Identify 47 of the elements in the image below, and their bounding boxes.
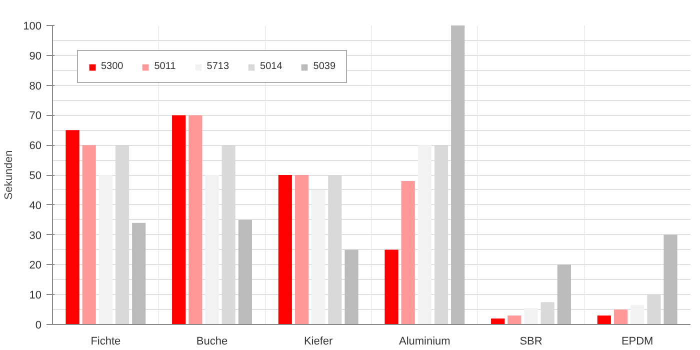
bar	[508, 316, 522, 324]
y-tick-label: 50	[29, 170, 42, 182]
y-tick-label: 70	[29, 110, 42, 122]
bar	[418, 145, 432, 324]
bar	[630, 305, 644, 324]
bar	[524, 308, 538, 324]
bar	[294, 175, 309, 324]
y-tick-label: 20	[29, 260, 42, 272]
bar	[312, 190, 326, 324]
x-tick-label: Kiefer	[304, 336, 334, 348]
x-tick-label: Buche	[196, 336, 228, 348]
bar	[401, 180, 415, 324]
bar	[557, 264, 571, 324]
bar	[664, 234, 678, 324]
bar	[82, 145, 96, 324]
bar	[188, 115, 202, 324]
bar	[132, 222, 146, 324]
bar	[614, 310, 628, 324]
y-tick-label: 100	[23, 20, 42, 32]
bar	[344, 250, 358, 324]
y-tick-label: 0	[35, 320, 42, 332]
legend-label: 5300	[101, 61, 124, 72]
bar	[597, 316, 611, 324]
bar	[66, 130, 80, 324]
bar	[238, 220, 252, 324]
bar	[205, 175, 219, 324]
y-tick-label: 10	[29, 290, 42, 302]
x-tick-label: Fichte	[90, 336, 121, 348]
x-tick-label: EPDM	[621, 336, 654, 348]
bar	[384, 250, 398, 324]
y-tick-label: 80	[29, 80, 42, 92]
y-axis-title: Sekunden	[3, 150, 16, 200]
legend-label: 5039	[313, 61, 336, 72]
x-tick-label: SBR	[520, 336, 542, 348]
y-tick-label: 30	[29, 230, 42, 242]
bar	[172, 115, 186, 324]
x-tick-label: Aluminium	[398, 336, 450, 348]
bar	[491, 318, 505, 324]
legend-label: 5014	[260, 61, 282, 72]
y-tick-label: 60	[29, 140, 42, 152]
bar	[278, 175, 292, 324]
legend-label: 5713	[206, 61, 230, 72]
bar	[98, 175, 112, 324]
y-tick-label: 90	[29, 50, 42, 62]
y-tick-label: 40	[29, 200, 42, 212]
bar	[451, 26, 465, 324]
legend-label: 5011	[154, 61, 176, 72]
